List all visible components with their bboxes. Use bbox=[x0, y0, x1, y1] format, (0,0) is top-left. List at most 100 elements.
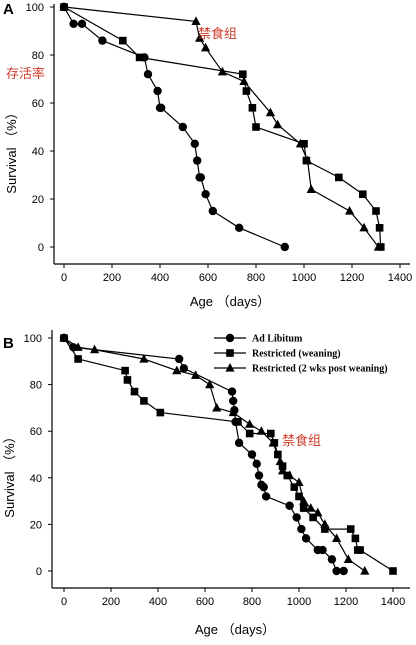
panel-b-series-square-point bbox=[130, 387, 139, 396]
panel-a-series-circle-point bbox=[178, 122, 187, 132]
panel-b-series-circle-point bbox=[332, 566, 341, 576]
panel-b-series-square-point bbox=[389, 567, 397, 575]
panel-a-series-circle-point bbox=[196, 173, 205, 182]
panel-b-y-tick-label: 40 bbox=[30, 473, 42, 485]
panel-a-series-square-point bbox=[242, 87, 251, 95]
panel-a-series-triangle-point bbox=[306, 184, 316, 193]
panel-b-y-label: Survival （%） bbox=[2, 430, 17, 517]
panel-a-series-circle-point bbox=[193, 156, 202, 165]
panel-a-series-circle-point bbox=[157, 103, 166, 113]
panel-b-series-square-point bbox=[156, 408, 165, 417]
panel-b-series-circle-point bbox=[234, 438, 244, 448]
panel-b-ticks: 0 200 400 600 800 1000 1200 1400 0 20 40 60 80 100 bbox=[24, 333, 406, 608]
panel-b-series-circle-point bbox=[339, 566, 348, 576]
panel-a-x-tick-label: 1200 bbox=[340, 272, 364, 284]
panel-a-letter: A bbox=[3, 1, 14, 18]
panel-a-series bbox=[59, 2, 385, 252]
panel-a-series-circle-point bbox=[190, 139, 199, 148]
panel-a-series-triangle-point bbox=[191, 16, 201, 25]
panel-a: A 0 200 400 600 800 1000 1200 1400020406080100 … bbox=[3, 1, 412, 309]
panel-b-series-circle-point bbox=[247, 450, 257, 459]
panel-a-series-circle-point bbox=[77, 19, 87, 28]
panel-a-y-tick-label: 0 bbox=[38, 242, 44, 254]
panel-a-ticks: 0 200 400 600 800 1000 1200 1400 0 20 40 60 80 100 bbox=[26, 2, 413, 284]
panel-b-series bbox=[59, 333, 397, 576]
panel-b-series-triangle-point bbox=[313, 507, 323, 517]
panel-a-y-tick-label: 40 bbox=[32, 146, 44, 158]
panel-b-series-triangle-point bbox=[245, 419, 255, 428]
panel-a-series-triangle-point bbox=[359, 222, 369, 232]
panel-b-series-square-point bbox=[321, 525, 329, 533]
panel-b-series-triangle-point bbox=[256, 426, 266, 435]
panel-b-series-triangle-point bbox=[343, 554, 353, 563]
panel-b-x-tick-label: 1000 bbox=[287, 596, 311, 608]
panel-a-series-triangle-point bbox=[303, 155, 313, 165]
panel-b-series-circle-point bbox=[252, 459, 261, 469]
panel-b-series-circle-point bbox=[292, 513, 301, 522]
panel-a-x-tick-label: 400 bbox=[151, 272, 169, 284]
panel-b-series-square-point bbox=[356, 546, 364, 554]
panel-b-series-triangle-point bbox=[332, 533, 342, 542]
panel-a-series-square-point bbox=[135, 53, 144, 62]
panel-a-x-tick-label: 200 bbox=[103, 272, 121, 284]
panel-b-series-circle-point bbox=[254, 471, 264, 480]
panel-b-x-label: Age （days） bbox=[195, 622, 275, 637]
panel-b-series-triangle-point bbox=[59, 333, 69, 342]
panel-a-series-triangle-point bbox=[265, 107, 275, 117]
panel-a-series-triangle-point bbox=[217, 66, 227, 76]
panel-b-series-square-point bbox=[351, 534, 360, 543]
panel-b-series-square-point bbox=[299, 504, 308, 512]
panel-a-series-square-point bbox=[300, 140, 308, 148]
panel-a-series-square-point bbox=[119, 36, 127, 45]
panel-a-x-label: Age （days） bbox=[190, 294, 270, 309]
panel-b-series-circle-point bbox=[174, 354, 184, 364]
panel-a-series-triangle-point bbox=[195, 33, 205, 42]
panel-a-series-triangle-line bbox=[63, 6, 379, 248]
panel-b-series-triangle-point bbox=[212, 402, 222, 412]
panel-a-series-square-point bbox=[335, 173, 343, 182]
panel-b-series-square-point bbox=[121, 366, 129, 375]
panel-b-series-square-point bbox=[295, 492, 303, 501]
panel-a-series-circle-point bbox=[201, 190, 210, 199]
panel-a-series-triangle-point bbox=[295, 138, 305, 148]
panel-b-series-circle-point bbox=[297, 524, 306, 534]
panel-b-series-circle-point bbox=[301, 534, 311, 543]
panel-a-x-tick-label: 1000 bbox=[292, 272, 316, 284]
panel-a-series-triangle-point bbox=[345, 206, 355, 215]
legend-marker-square bbox=[226, 349, 234, 357]
panel-b-series-circle-point bbox=[227, 387, 237, 396]
panel-b-series-triangle-point bbox=[320, 519, 330, 528]
panel-a-series-circle-point bbox=[235, 223, 244, 232]
panel-b-x-tick-label: 800 bbox=[243, 596, 261, 608]
panel-b-series-square-point bbox=[290, 483, 299, 491]
panel-b-series-triangle-point bbox=[191, 370, 201, 379]
panel-b-y-tick-label: 20 bbox=[30, 519, 42, 531]
panel-a-x-tick-label: 800 bbox=[247, 272, 265, 284]
panel-b-series-square-point bbox=[267, 429, 275, 438]
panel-a-series-square-point bbox=[372, 207, 380, 215]
panel-a-series-circle-point bbox=[280, 242, 289, 252]
panel-b-series-triangle-point bbox=[89, 344, 100, 354]
panel-a-series-triangle-point bbox=[273, 119, 283, 129]
panel-a-series-triangle-point bbox=[59, 2, 69, 11]
panel-a-x-tick-label: 600 bbox=[199, 272, 217, 284]
panel-b-series-triangle-point bbox=[360, 566, 370, 575]
panel-b-series-circle-point bbox=[179, 364, 189, 373]
panel-b-series-square-point bbox=[309, 513, 317, 522]
panel-b-series-square-point bbox=[245, 429, 254, 438]
panel-a-series-circle-point bbox=[143, 70, 153, 79]
panel-a-series-square-point bbox=[252, 123, 260, 131]
panel-a-series-circle-point bbox=[153, 86, 162, 96]
legend-label-square: Restricted (weaning) bbox=[252, 349, 341, 360]
panel-a-series-triangle-point bbox=[373, 242, 383, 251]
panel-a-annotation-fasting-group: 禁食组 bbox=[198, 26, 237, 41]
panel-b-series-triangle-point bbox=[268, 437, 278, 447]
panel-b-series-triangle-point bbox=[275, 456, 285, 466]
panel-b: B 0 200 400 600 800 1000 1200 1400020406080100 … bbox=[2, 330, 410, 637]
panel-b-series-triangle-point bbox=[277, 465, 288, 475]
panel-a-series-square-point bbox=[248, 104, 257, 112]
panel-b-letter: B bbox=[3, 335, 14, 352]
panel-b-x-tick-label: 200 bbox=[102, 596, 120, 608]
panel-b-series-circle-point bbox=[318, 545, 327, 555]
panel-a-series-square-point bbox=[359, 190, 367, 198]
